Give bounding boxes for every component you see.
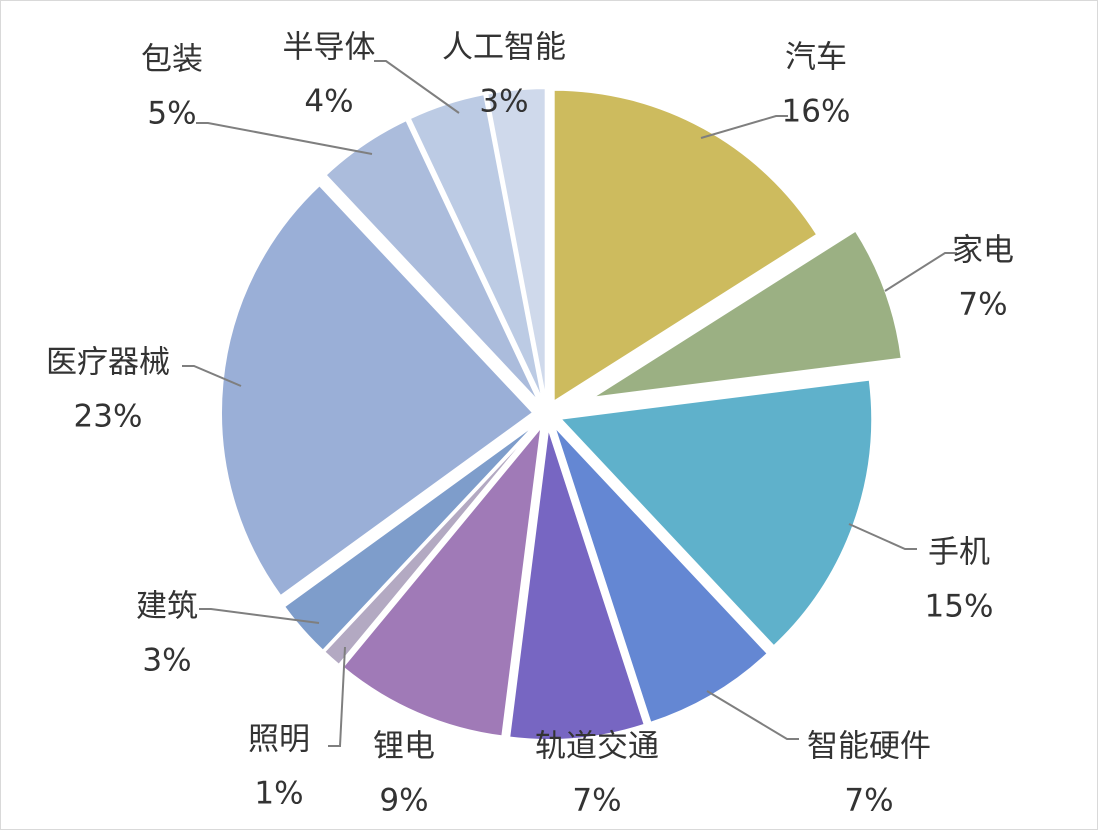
slice-label: 建筑: [136, 589, 198, 625]
leader-line: [328, 646, 346, 747]
slice-percent-label: 16%: [782, 94, 851, 130]
slice-percent-label: 9%: [379, 783, 428, 819]
slice-label: 家电: [952, 233, 1014, 269]
slice-label: 汽车: [785, 40, 847, 76]
pie-slice: [324, 118, 541, 404]
slice-percent-label: 3%: [142, 643, 191, 679]
slice-percent-label: 5%: [147, 96, 196, 132]
pie-slice: [558, 378, 874, 648]
leader-line: [848, 523, 917, 550]
slice-label: 照明: [248, 722, 310, 758]
leader-line: [199, 608, 320, 624]
slice-percent-label: 23%: [74, 399, 143, 435]
pie-slice: [486, 87, 547, 401]
slice-percent-label: 3%: [479, 84, 528, 120]
slice-label: 锂电: [373, 729, 435, 765]
leader-line: [374, 60, 460, 114]
pie-slice: [220, 183, 535, 598]
leader-line: [700, 115, 788, 139]
slice-label: 包装: [141, 42, 203, 78]
slice-percent-label: 15%: [925, 589, 994, 625]
slice-percent-label: 7%: [572, 783, 621, 819]
slice-percent-label: 7%: [958, 287, 1007, 323]
slice-label: 手机: [928, 535, 990, 571]
pie-slice: [341, 423, 543, 738]
slice-label: 人工智能: [442, 30, 566, 66]
slice-percent-label: 1%: [254, 776, 303, 812]
leader-line: [884, 252, 957, 292]
leader-line: [706, 690, 799, 740]
pie-slice: [552, 88, 819, 404]
leader-line: [182, 365, 242, 387]
pie-slice: [322, 423, 539, 667]
slice-label: 轨道交通: [535, 729, 659, 765]
pie-slice: [282, 422, 538, 653]
slice-percent-label: 4%: [304, 84, 353, 120]
slice-label: 医疗器械: [46, 345, 170, 381]
slice-label: 半导体: [283, 30, 376, 66]
pie-slice: [508, 427, 646, 741]
slice-percent-label: 7%: [844, 783, 893, 819]
leader-line: [196, 122, 373, 155]
slice-label: 智能硬件: [807, 729, 931, 765]
pie-slice: [591, 229, 903, 399]
